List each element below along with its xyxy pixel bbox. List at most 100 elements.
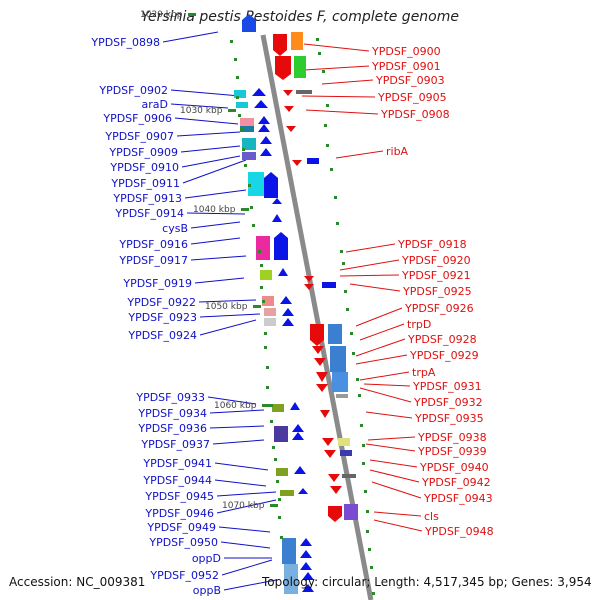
tick-mark [188, 13, 196, 16]
tick-dot [336, 222, 339, 225]
tick-dot [272, 446, 275, 449]
gene-block [242, 138, 256, 150]
gene-block [236, 102, 248, 108]
reverse-gene-arrow [292, 160, 302, 166]
gene-block [342, 474, 356, 478]
forward-gene-arrow [298, 488, 308, 494]
reverse-gene-arrow [316, 384, 328, 392]
gene-label-left: YPDSF_0911 [110, 177, 180, 190]
reverse-gene-arrow [283, 90, 293, 96]
reverse-gene-arrow [322, 438, 334, 446]
leader-line [216, 499, 277, 514]
forward-gene-block [264, 172, 278, 198]
tick-label: 1040 kbp [193, 205, 236, 215]
tick-dot [270, 404, 273, 407]
gene-block [328, 324, 342, 344]
tick-dot [266, 366, 269, 369]
tick-label: 1020 kbp [140, 10, 183, 20]
leader-line [170, 103, 229, 109]
gene-label-left: YPDSF_0933 [135, 391, 205, 404]
leader-line [214, 479, 267, 487]
gene-block [272, 404, 284, 412]
leader-line [176, 131, 241, 137]
tick-dot [270, 420, 273, 423]
tick-dot [372, 592, 375, 595]
leader-line [355, 354, 408, 365]
reverse-gene-block [310, 324, 324, 346]
gene-label-left: YPDSF_0941 [142, 457, 212, 470]
gene-label-left: YPDSF_0936 [137, 422, 207, 435]
tick-dot [366, 530, 369, 533]
tick-dot [280, 536, 283, 539]
tick-dot [326, 144, 329, 147]
forward-gene-arrow [300, 562, 312, 570]
forward-gene-arrow [260, 136, 272, 144]
leader-line [223, 579, 277, 591]
gene-label-left: araD [142, 98, 168, 111]
gene-label-left: cysB [162, 222, 188, 235]
tick-dot [262, 300, 265, 303]
leader-line [339, 274, 400, 277]
gene-label-right: YPDSF_0900 [371, 45, 441, 58]
gene-block [291, 32, 303, 50]
gene-block [284, 564, 298, 594]
gene-block [234, 90, 246, 98]
leader-line [303, 43, 370, 52]
tick-label: 1070 kbp [222, 501, 265, 511]
leader-line [369, 469, 420, 483]
gene-label-left: YPDSF_0934 [137, 407, 207, 420]
gene-label-left: YPDSF_0916 [118, 238, 188, 251]
tick-dot [318, 52, 321, 55]
reverse-gene-block [275, 56, 291, 80]
forward-gene-arrow [302, 584, 314, 592]
leader-line [349, 283, 401, 292]
reverse-gene-arrow [286, 126, 296, 132]
forward-gene-arrow [254, 100, 268, 108]
gene-label-left: YPDSF_0945 [144, 490, 214, 503]
leader-line [181, 155, 241, 168]
gene-label-right: ribA [386, 145, 409, 158]
gene-label-right: YPDSF_0932 [413, 396, 483, 409]
tick-dot [240, 128, 243, 131]
tick-dot [266, 386, 269, 389]
gene-block [296, 90, 312, 94]
reverse-gene-arrow [324, 450, 336, 458]
gene-label-left: YPDSF_0949 [146, 521, 216, 534]
gene-block [242, 152, 256, 160]
gene-label-left: YPDSF_0922 [126, 296, 196, 309]
tick-dot [362, 444, 365, 447]
gene-block [274, 426, 288, 442]
tick-label: 1050 kbp [205, 302, 248, 312]
gene-label-right: YPDSF_0921 [401, 269, 471, 282]
gene-label-left: YPDSF_0909 [108, 146, 178, 159]
leader-line [359, 371, 410, 381]
leader-line [365, 411, 413, 419]
leader-line [363, 383, 411, 387]
leader-line [365, 443, 416, 452]
gene-block [344, 504, 358, 520]
gene-label-right: YPDSF_0920 [401, 254, 471, 267]
gene-label-left: YPDSF_0914 [114, 207, 184, 220]
gene-label-left: YPDSF_0907 [104, 130, 174, 143]
tick-dot [340, 250, 343, 253]
tick-dot [326, 104, 329, 107]
reverse-gene-arrow [304, 284, 314, 290]
leader-line [303, 65, 370, 71]
gene-label-right: YPDSF_0908 [380, 108, 450, 121]
forward-gene-block [242, 14, 256, 32]
tick-dot [230, 40, 233, 43]
leader-line [190, 255, 247, 261]
reverse-gene-block [328, 506, 342, 522]
forward-gene-arrow [280, 296, 292, 304]
leader-line [355, 307, 403, 327]
tick-dot [236, 76, 239, 79]
tick-dot [248, 184, 251, 187]
gene-block [256, 236, 270, 260]
gene-block [260, 270, 272, 280]
leader-line [369, 459, 418, 468]
tick-dot [260, 286, 263, 289]
leader-line [373, 519, 423, 532]
tick-dot [278, 516, 281, 519]
leader-line [359, 323, 405, 341]
